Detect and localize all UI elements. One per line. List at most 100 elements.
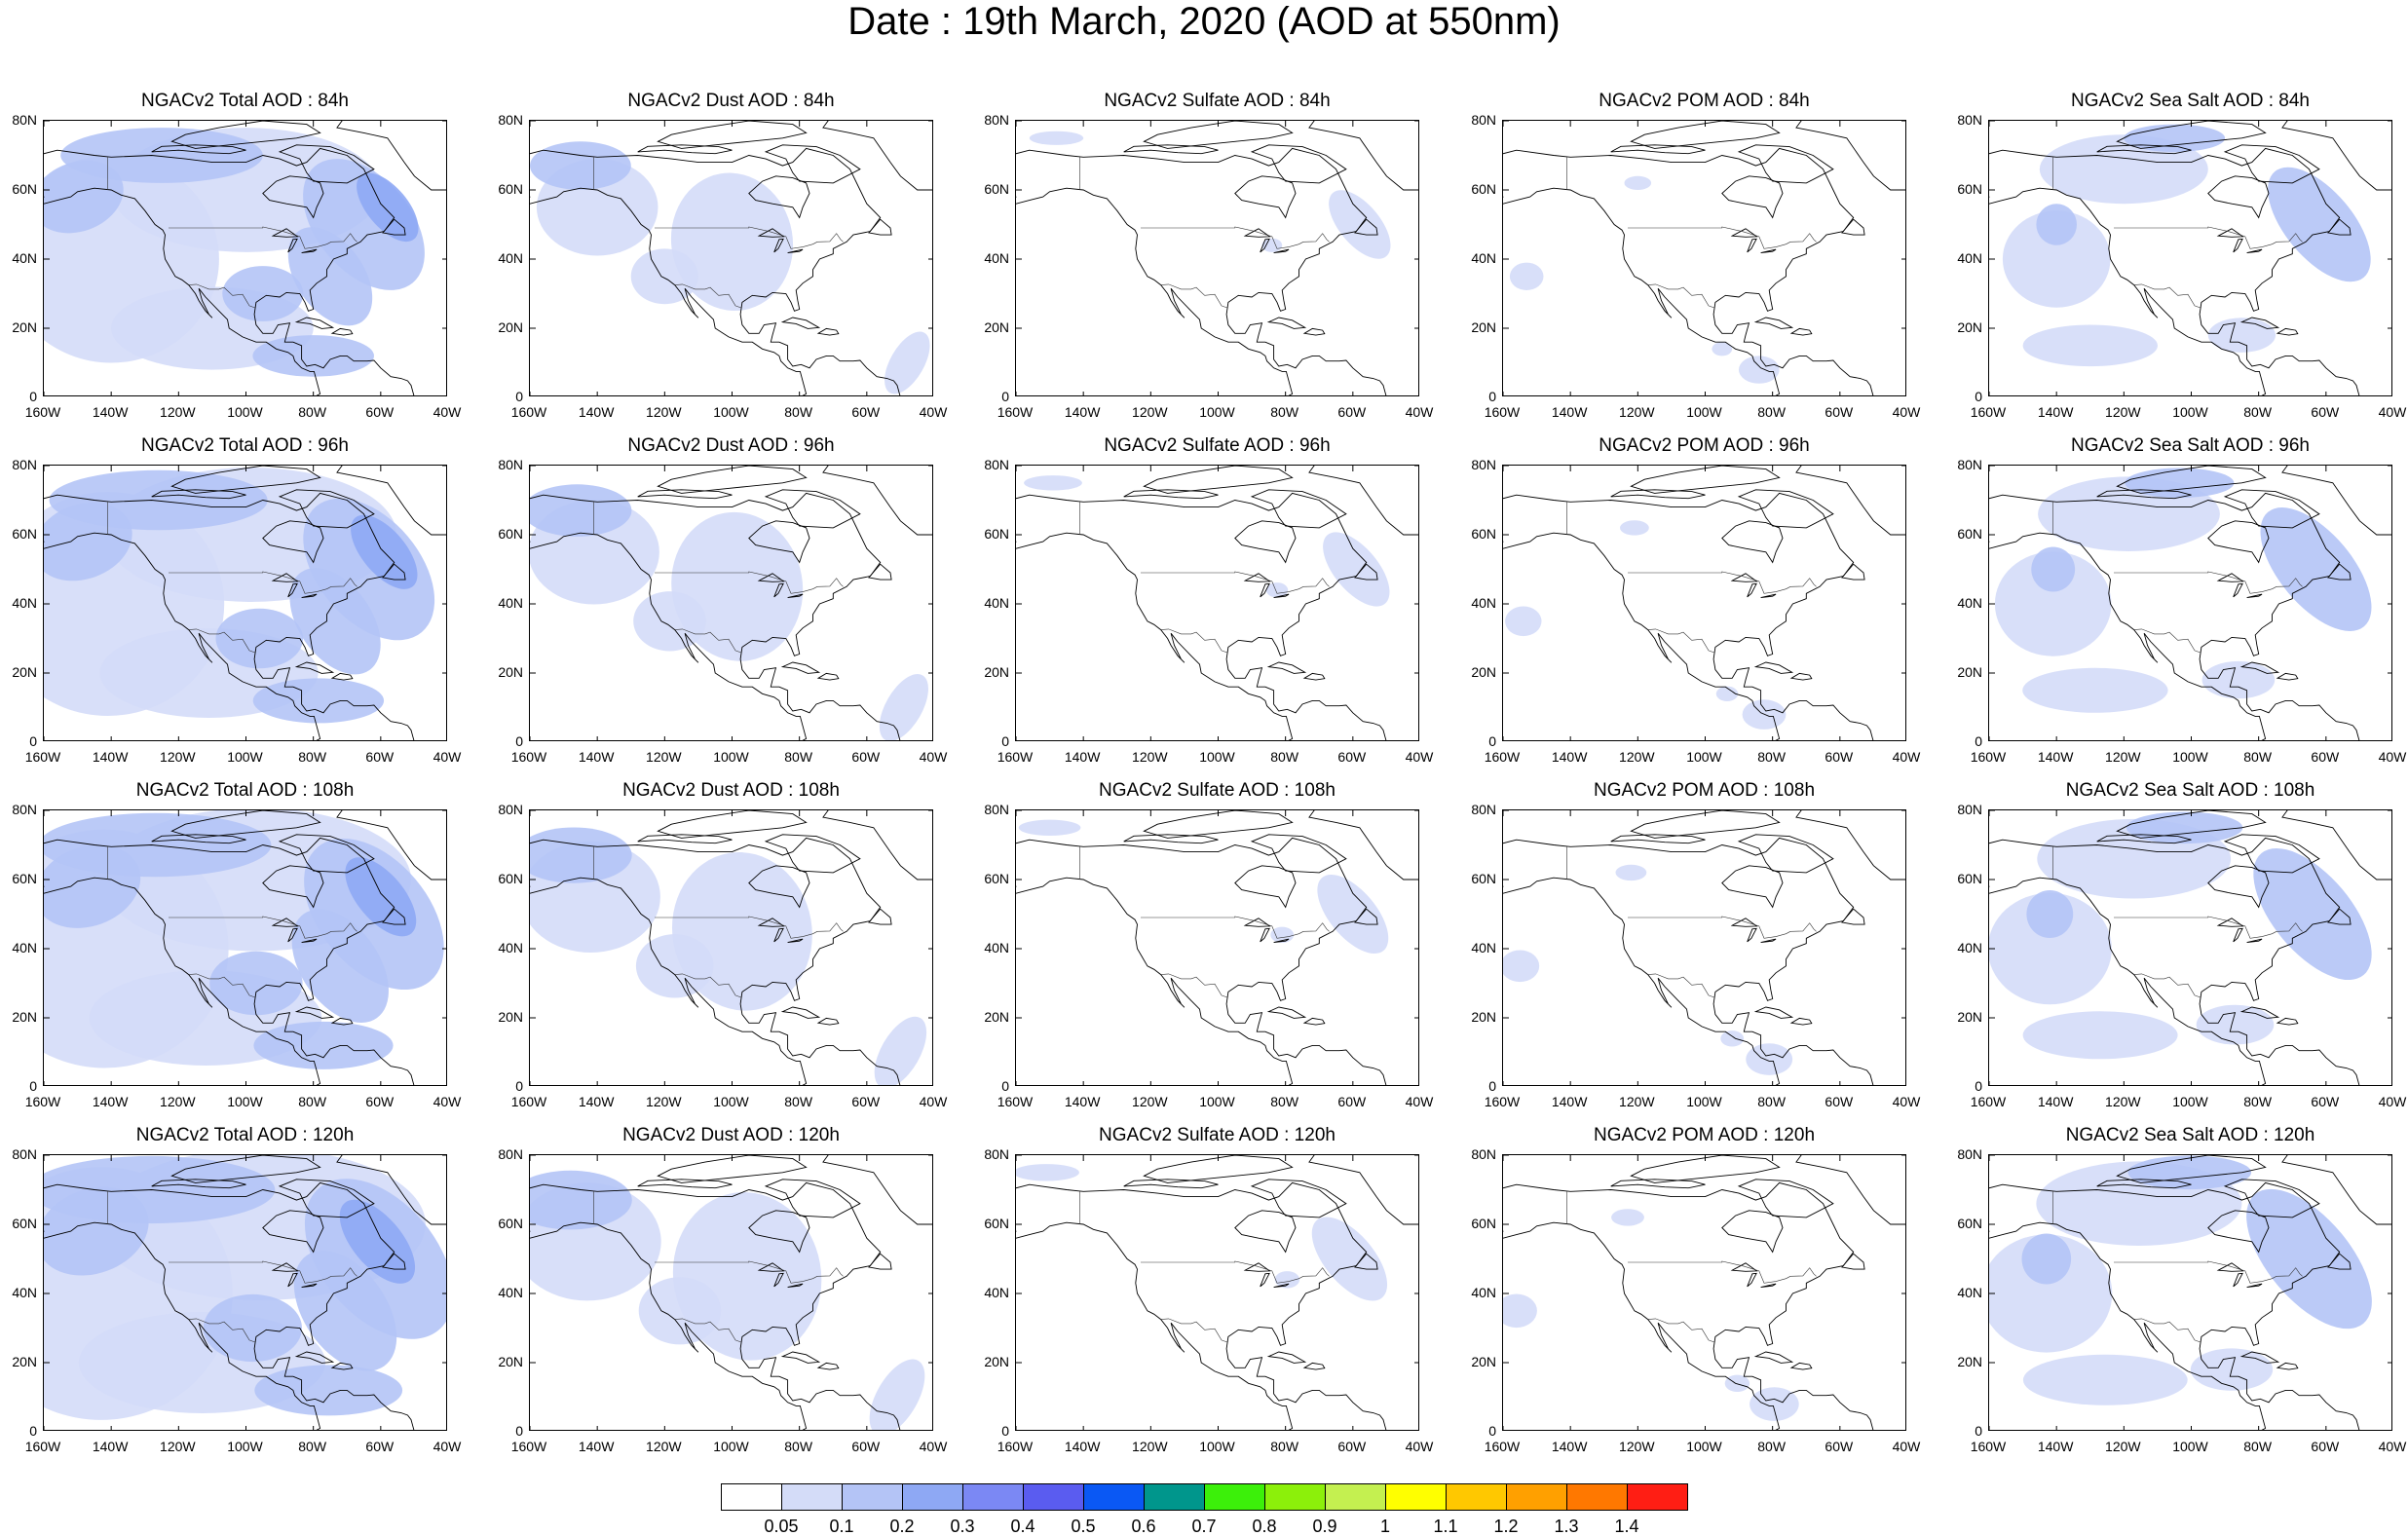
map-panel-total-84h xyxy=(43,120,447,396)
aod-region xyxy=(630,248,698,305)
colorbar-swatch xyxy=(1083,1483,1145,1511)
colorbar-label: 1 xyxy=(1379,1517,1391,1536)
ticks xyxy=(44,1155,446,1430)
colorbar-label: 0.1 xyxy=(829,1517,854,1536)
lon-tick-label: 120W xyxy=(1132,404,1168,420)
coastline xyxy=(2116,810,2267,839)
coastline xyxy=(1721,865,1784,909)
borders xyxy=(593,501,844,654)
coastlines xyxy=(530,810,932,1085)
coastline xyxy=(822,1155,932,1225)
lon-tick-label: 40W xyxy=(1405,1439,1434,1454)
colorbar-swatch xyxy=(1325,1483,1386,1511)
lat-tick-label: 60N xyxy=(498,1216,523,1231)
political-border xyxy=(1628,226,1817,249)
borders xyxy=(2052,1190,2303,1343)
ticks xyxy=(1503,121,1905,395)
map-panel-pom-120h xyxy=(1502,1154,1906,1431)
lon-tick-label: 120W xyxy=(1132,1439,1168,1454)
lat-tick-label: 40N xyxy=(12,940,37,955)
aod-region xyxy=(209,951,303,1016)
map-panel-dust-108h xyxy=(529,809,933,1086)
coastline xyxy=(2116,466,2267,494)
colorbar-label: 0.7 xyxy=(1191,1517,1217,1536)
coastline xyxy=(2223,489,2320,529)
political-border xyxy=(2133,1318,2201,1343)
lon-tick-label: 80W xyxy=(2243,749,2273,765)
panel-title: NGACv2 Sulfate AOD : 108h xyxy=(1099,780,1336,801)
lon-tick-label: 80W xyxy=(1757,1439,1787,1454)
lon-tick-label: 160W xyxy=(1484,1094,1521,1109)
panel-title: NGACv2 Sea Salt AOD : 108h xyxy=(2065,780,2315,801)
coastline xyxy=(170,466,321,494)
coastline xyxy=(382,1253,406,1270)
coastline xyxy=(2327,908,2352,925)
lat-tick-label: 60N xyxy=(1471,181,1496,197)
lon-tick-label: 40W xyxy=(433,1439,462,1454)
coastline xyxy=(868,908,892,925)
lon-tick-label: 140W xyxy=(2037,749,2074,765)
colorbar-label: 0.3 xyxy=(950,1517,975,1536)
lon-tick-label: 120W xyxy=(646,404,682,420)
coastline xyxy=(530,147,901,395)
lake-outline xyxy=(2233,238,2243,253)
lake-outline xyxy=(787,593,804,599)
lat-tick-label: 40N xyxy=(1471,1285,1496,1300)
lon-tick-label: 120W xyxy=(1619,1094,1655,1109)
coastline xyxy=(2207,520,2270,564)
coastline xyxy=(2239,661,2280,674)
coastline xyxy=(1234,520,1297,564)
coastlines xyxy=(1503,466,1905,740)
map-panel-seasalt-96h xyxy=(1988,465,2392,741)
coastline xyxy=(816,1362,840,1370)
coastline xyxy=(382,908,406,925)
coastline xyxy=(1123,834,1219,844)
lat-tick-label: 60N xyxy=(1471,526,1496,542)
aod-region xyxy=(1503,1293,1537,1329)
lat-tick-label: 40N xyxy=(1471,250,1496,266)
coastline xyxy=(1721,1210,1784,1254)
coastline xyxy=(2223,1179,2320,1218)
coastlines xyxy=(530,1155,932,1430)
colorbar-swatch xyxy=(781,1483,843,1511)
lat-tick-label: 0 xyxy=(1975,733,1982,749)
lon-tick-label: 60W xyxy=(2311,1094,2340,1109)
lon-tick-label: 60W xyxy=(365,1439,395,1454)
lon-tick-label: 120W xyxy=(2105,749,2141,765)
lat-tick-label: 60N xyxy=(984,526,1009,542)
coastline xyxy=(1630,1155,1781,1183)
political-border xyxy=(1647,283,1715,309)
coastline xyxy=(151,144,246,155)
aod-region xyxy=(2246,1188,2372,1330)
lon-tick-label: 160W xyxy=(1970,749,2007,765)
lat-tick-label: 20N xyxy=(1471,664,1496,680)
lon-tick-label: 100W xyxy=(1199,1094,1235,1109)
lake-outline xyxy=(1747,1272,1757,1288)
lat-tick-label: 0 xyxy=(1001,1078,1009,1094)
lon-tick-label: 160W xyxy=(1484,1439,1521,1454)
lon-tick-label: 40W xyxy=(1892,1439,1921,1454)
lon-tick-label: 160W xyxy=(24,404,61,420)
lat-tick-label: 20N xyxy=(1957,1354,1982,1369)
coastline xyxy=(1841,908,1865,925)
lon-tick-label: 60W xyxy=(1337,1094,1367,1109)
lon-tick-label: 120W xyxy=(1619,1439,1655,1454)
lon-tick-label: 160W xyxy=(997,404,1034,420)
coastline xyxy=(1016,837,1387,1085)
aod-region xyxy=(1750,1387,1799,1421)
coastline xyxy=(1123,1179,1219,1189)
lon-tick-label: 80W xyxy=(2243,1439,2273,1454)
coastline xyxy=(2327,218,2352,236)
lake-outline xyxy=(1260,927,1270,943)
lat-tick-label: 20N xyxy=(984,1354,1009,1369)
colorbar-label: 0.6 xyxy=(1131,1517,1156,1536)
lon-tick-label: 140W xyxy=(92,1439,129,1454)
coastline xyxy=(262,175,324,219)
lon-tick-label: 120W xyxy=(160,404,196,420)
panel-title: NGACv2 Total AOD : 96h xyxy=(141,435,349,456)
coastline xyxy=(1016,147,1387,395)
coastline xyxy=(1795,121,1905,191)
lon-tick-label: 160W xyxy=(24,749,61,765)
lat-tick-label: 40N xyxy=(1957,1285,1982,1300)
